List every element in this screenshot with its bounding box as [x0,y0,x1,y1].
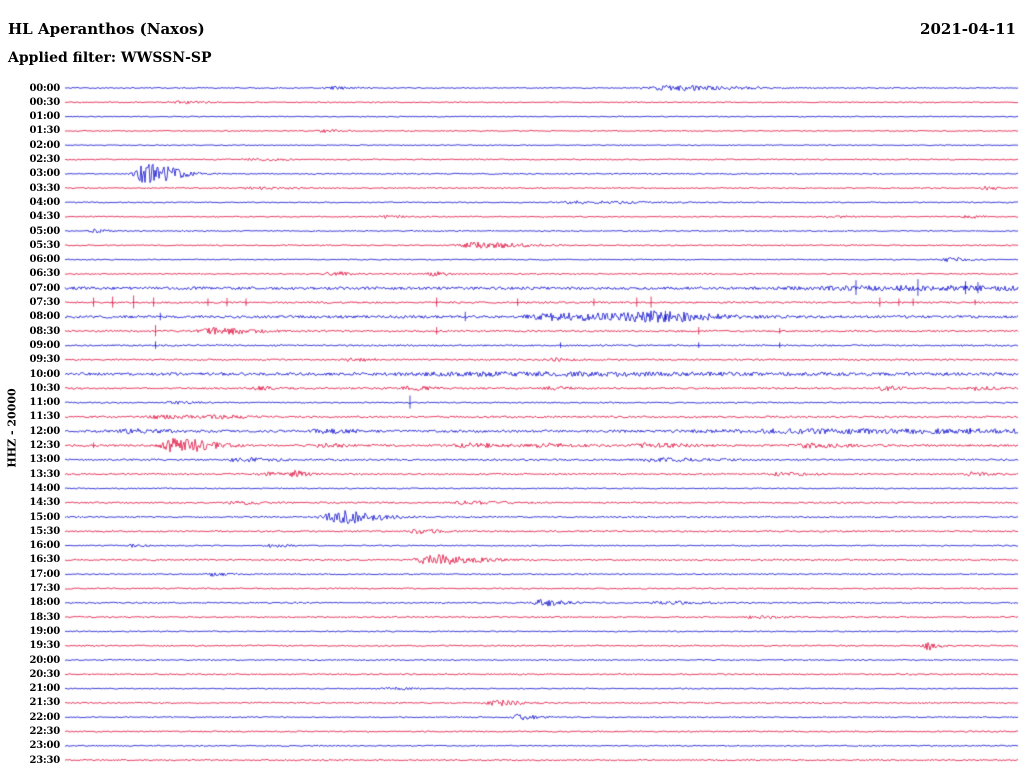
time-label: 23:00 [29,740,60,752]
time-label: 20:00 [29,654,60,666]
time-label: 11:00 [29,397,60,409]
time-label: 02:30 [29,154,60,165]
date-label: 2021-04-11 [920,20,1016,38]
station-title: HL Aperanthos (Naxos) [8,20,205,38]
time-label: 08:30 [29,325,60,337]
time-label: 05:00 [29,225,60,237]
time-label: 20:30 [29,668,60,680]
time-label: 23:30 [29,754,60,766]
time-label: 10:30 [29,382,60,394]
time-label: 13:30 [29,468,60,480]
time-label: 13:00 [29,454,60,466]
time-label: 09:00 [29,339,60,351]
time-label: 05:30 [29,239,60,251]
time-label: 00:30 [29,96,60,108]
time-label: 16:00 [29,540,60,552]
time-label: 01:00 [29,111,60,123]
time-label: 06:00 [29,254,60,266]
time-label: 14:30 [29,497,60,509]
time-label: 11:30 [29,411,60,423]
time-label: 18:30 [29,611,60,623]
filter-label: Applied filter: WWSSN-SP [8,50,212,66]
time-label: 03:00 [29,168,60,180]
time-label: 01:30 [29,125,60,137]
time-label: 04:00 [29,196,60,208]
time-label: 19:00 [29,625,60,637]
time-label: 15:00 [29,511,60,523]
time-label: 21:00 [29,683,60,695]
time-label: 04:30 [29,211,60,223]
time-label: 15:30 [29,525,60,537]
time-label: 12:00 [29,425,60,437]
time-label: 07:00 [29,282,60,294]
time-label: 03:30 [29,182,60,194]
time-label: 14:00 [29,482,60,494]
time-label: 10:00 [29,368,60,380]
time-label: 21:30 [29,697,60,709]
time-label: 07:30 [29,297,60,308]
time-label: 22:30 [29,726,60,737]
time-label: 08:00 [29,311,60,323]
time-label: 00:00 [29,82,60,94]
time-label: 22:00 [29,711,60,723]
time-label: 19:30 [29,640,60,652]
time-label: 17:00 [29,568,60,580]
time-label: 18:00 [29,597,60,609]
time-label: 09:30 [29,354,60,366]
time-label: 17:30 [29,583,60,594]
time-label: 16:30 [29,554,60,566]
time-label: 02:00 [29,139,60,151]
time-label: 06:30 [29,268,60,280]
time-label: 12:30 [29,440,60,451]
